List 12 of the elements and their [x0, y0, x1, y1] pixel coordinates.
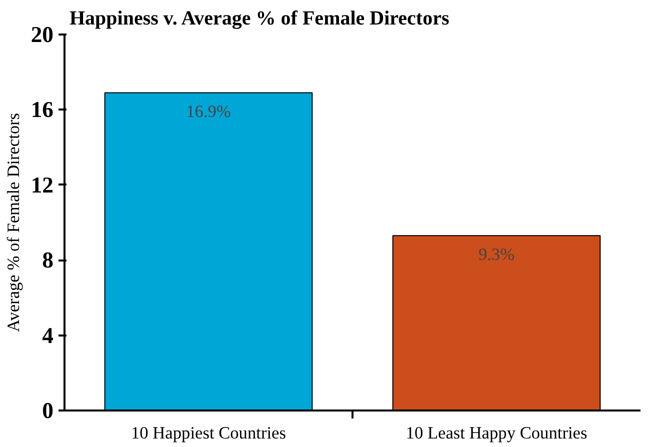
data-label: 9.3%: [478, 244, 515, 264]
data-label: 16.9%: [186, 102, 231, 122]
x-tick-label: 10 Happiest Countries: [131, 424, 286, 442]
y-tick-label: 4: [42, 322, 54, 348]
y-tick-label: 20: [30, 22, 54, 47]
x-tick-label: 10 Least Happy Countries: [406, 424, 588, 442]
chart-title: Happiness v. Average % of Female Directors: [70, 8, 450, 30]
y-tick-label: 16: [30, 97, 54, 122]
y-axis-title: Average % of Female Directors: [4, 112, 23, 332]
y-tick-label: 8: [42, 248, 54, 273]
y-tick-label: 12: [30, 172, 54, 198]
y-tick-label: 0: [42, 398, 54, 423]
